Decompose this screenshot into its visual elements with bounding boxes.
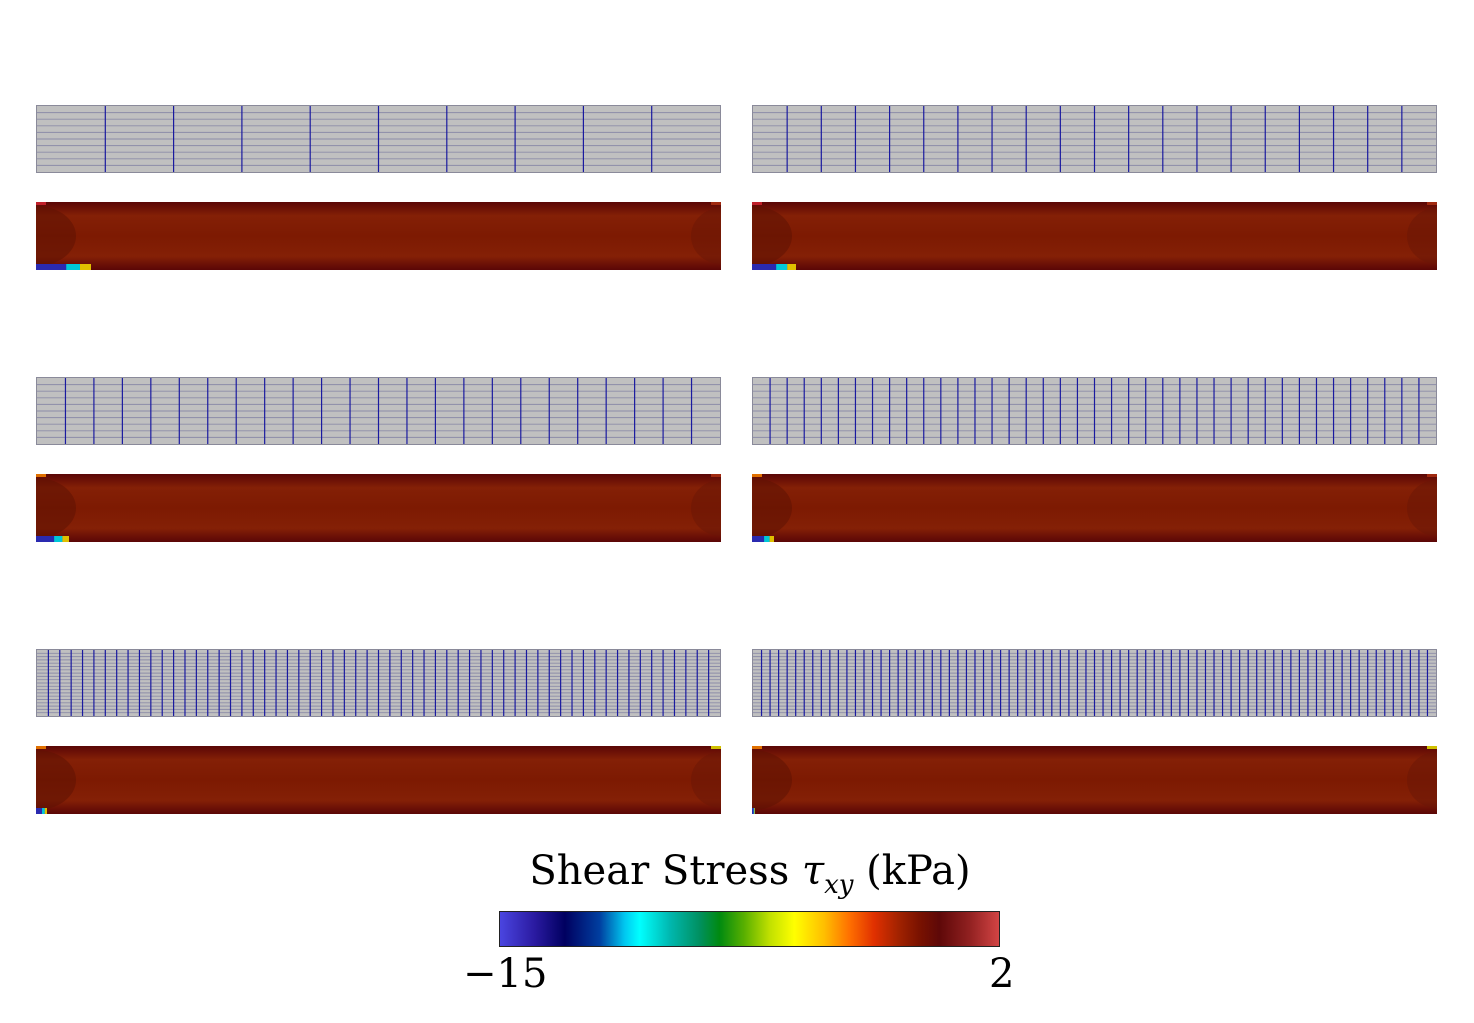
mesh-panel-2 <box>752 105 1437 173</box>
stress-corner-top-left <box>36 474 46 477</box>
stress-concentration-cyan <box>54 536 63 542</box>
mesh-panel-4 <box>752 377 1437 445</box>
stress-concentration-yellow <box>80 264 91 270</box>
colorbar-symbol: τ <box>801 848 825 894</box>
stress-field-panel-4 <box>752 474 1437 542</box>
stress-field-fill <box>752 746 1437 814</box>
stress-concentration-blue <box>752 264 796 270</box>
stress-corner-top-right <box>1427 746 1437 749</box>
mesh-panel-3 <box>36 377 721 445</box>
stress-concentration-blue <box>36 264 91 270</box>
stress-corner-top-left <box>36 202 46 205</box>
stress-field-left-region <box>752 478 792 538</box>
mesh-panel-5 <box>36 649 721 717</box>
stress-concentration-blue <box>752 536 774 542</box>
stress-field-right-region <box>691 480 721 536</box>
stress-concentration-yellow <box>769 536 774 542</box>
stress-field-left-region <box>36 750 76 810</box>
stress-field-fill <box>36 202 721 270</box>
stress-concentration-yellow <box>787 264 796 270</box>
stress-corner-top-left <box>36 746 46 749</box>
stress-field-right-region <box>691 208 721 264</box>
stress-field-panel-6 <box>752 746 1437 814</box>
stress-field-fill <box>36 474 721 542</box>
stress-concentration-yellow <box>754 808 755 814</box>
stress-field-left-region <box>36 206 76 266</box>
colorbar-min-label: −15 <box>463 951 548 997</box>
mesh-panel-1 <box>36 105 721 173</box>
stress-field-panel-2 <box>752 202 1437 270</box>
mesh-panel-6 <box>752 649 1437 717</box>
colorbar-subscript: xy <box>824 870 854 900</box>
stress-concentration-cyan <box>764 536 770 542</box>
stress-field-panel-3 <box>36 474 721 542</box>
stress-corner-top-right <box>711 474 721 477</box>
stress-field-fill <box>752 202 1437 270</box>
stress-concentration-blue <box>36 536 69 542</box>
stress-corner-top-left <box>752 474 762 477</box>
stress-field-left-region <box>36 478 76 538</box>
stress-concentration-blue <box>36 808 47 814</box>
colorbar-title: Shear Stress τxy (kPa) <box>500 848 1000 900</box>
stress-field-panel-1 <box>36 202 721 270</box>
stress-field-right-region <box>1407 480 1437 536</box>
stress-concentration-cyan <box>776 264 788 270</box>
colorbar-title-text: Shear Stress <box>529 848 790 894</box>
stress-field-left-region <box>752 206 792 266</box>
stress-concentration-yellow <box>62 536 69 542</box>
stress-corner-top-left <box>752 202 762 205</box>
stress-corner-top-left <box>752 746 762 749</box>
stress-concentration-cyan <box>753 808 755 814</box>
stress-corner-top-right <box>1427 474 1437 477</box>
stress-field-right-region <box>1407 208 1437 264</box>
colorbar <box>499 911 1000 947</box>
stress-corner-top-right <box>711 202 721 205</box>
stress-field-panel-5 <box>36 746 721 814</box>
stress-field-right-region <box>1407 752 1437 808</box>
stress-corner-top-right <box>1427 202 1437 205</box>
stress-concentration-cyan <box>42 808 45 814</box>
colorbar-unit: (kPa) <box>866 848 971 894</box>
stress-concentration-cyan <box>66 264 80 270</box>
stress-concentration-blue <box>752 808 755 814</box>
stress-field-left-region <box>752 750 792 810</box>
stress-corner-top-right <box>711 746 721 749</box>
stress-field-fill <box>36 746 721 814</box>
stress-field-fill <box>752 474 1437 542</box>
stress-field-right-region <box>691 752 721 808</box>
stress-concentration-yellow <box>44 808 47 814</box>
colorbar-max-label: 2 <box>989 951 1015 997</box>
